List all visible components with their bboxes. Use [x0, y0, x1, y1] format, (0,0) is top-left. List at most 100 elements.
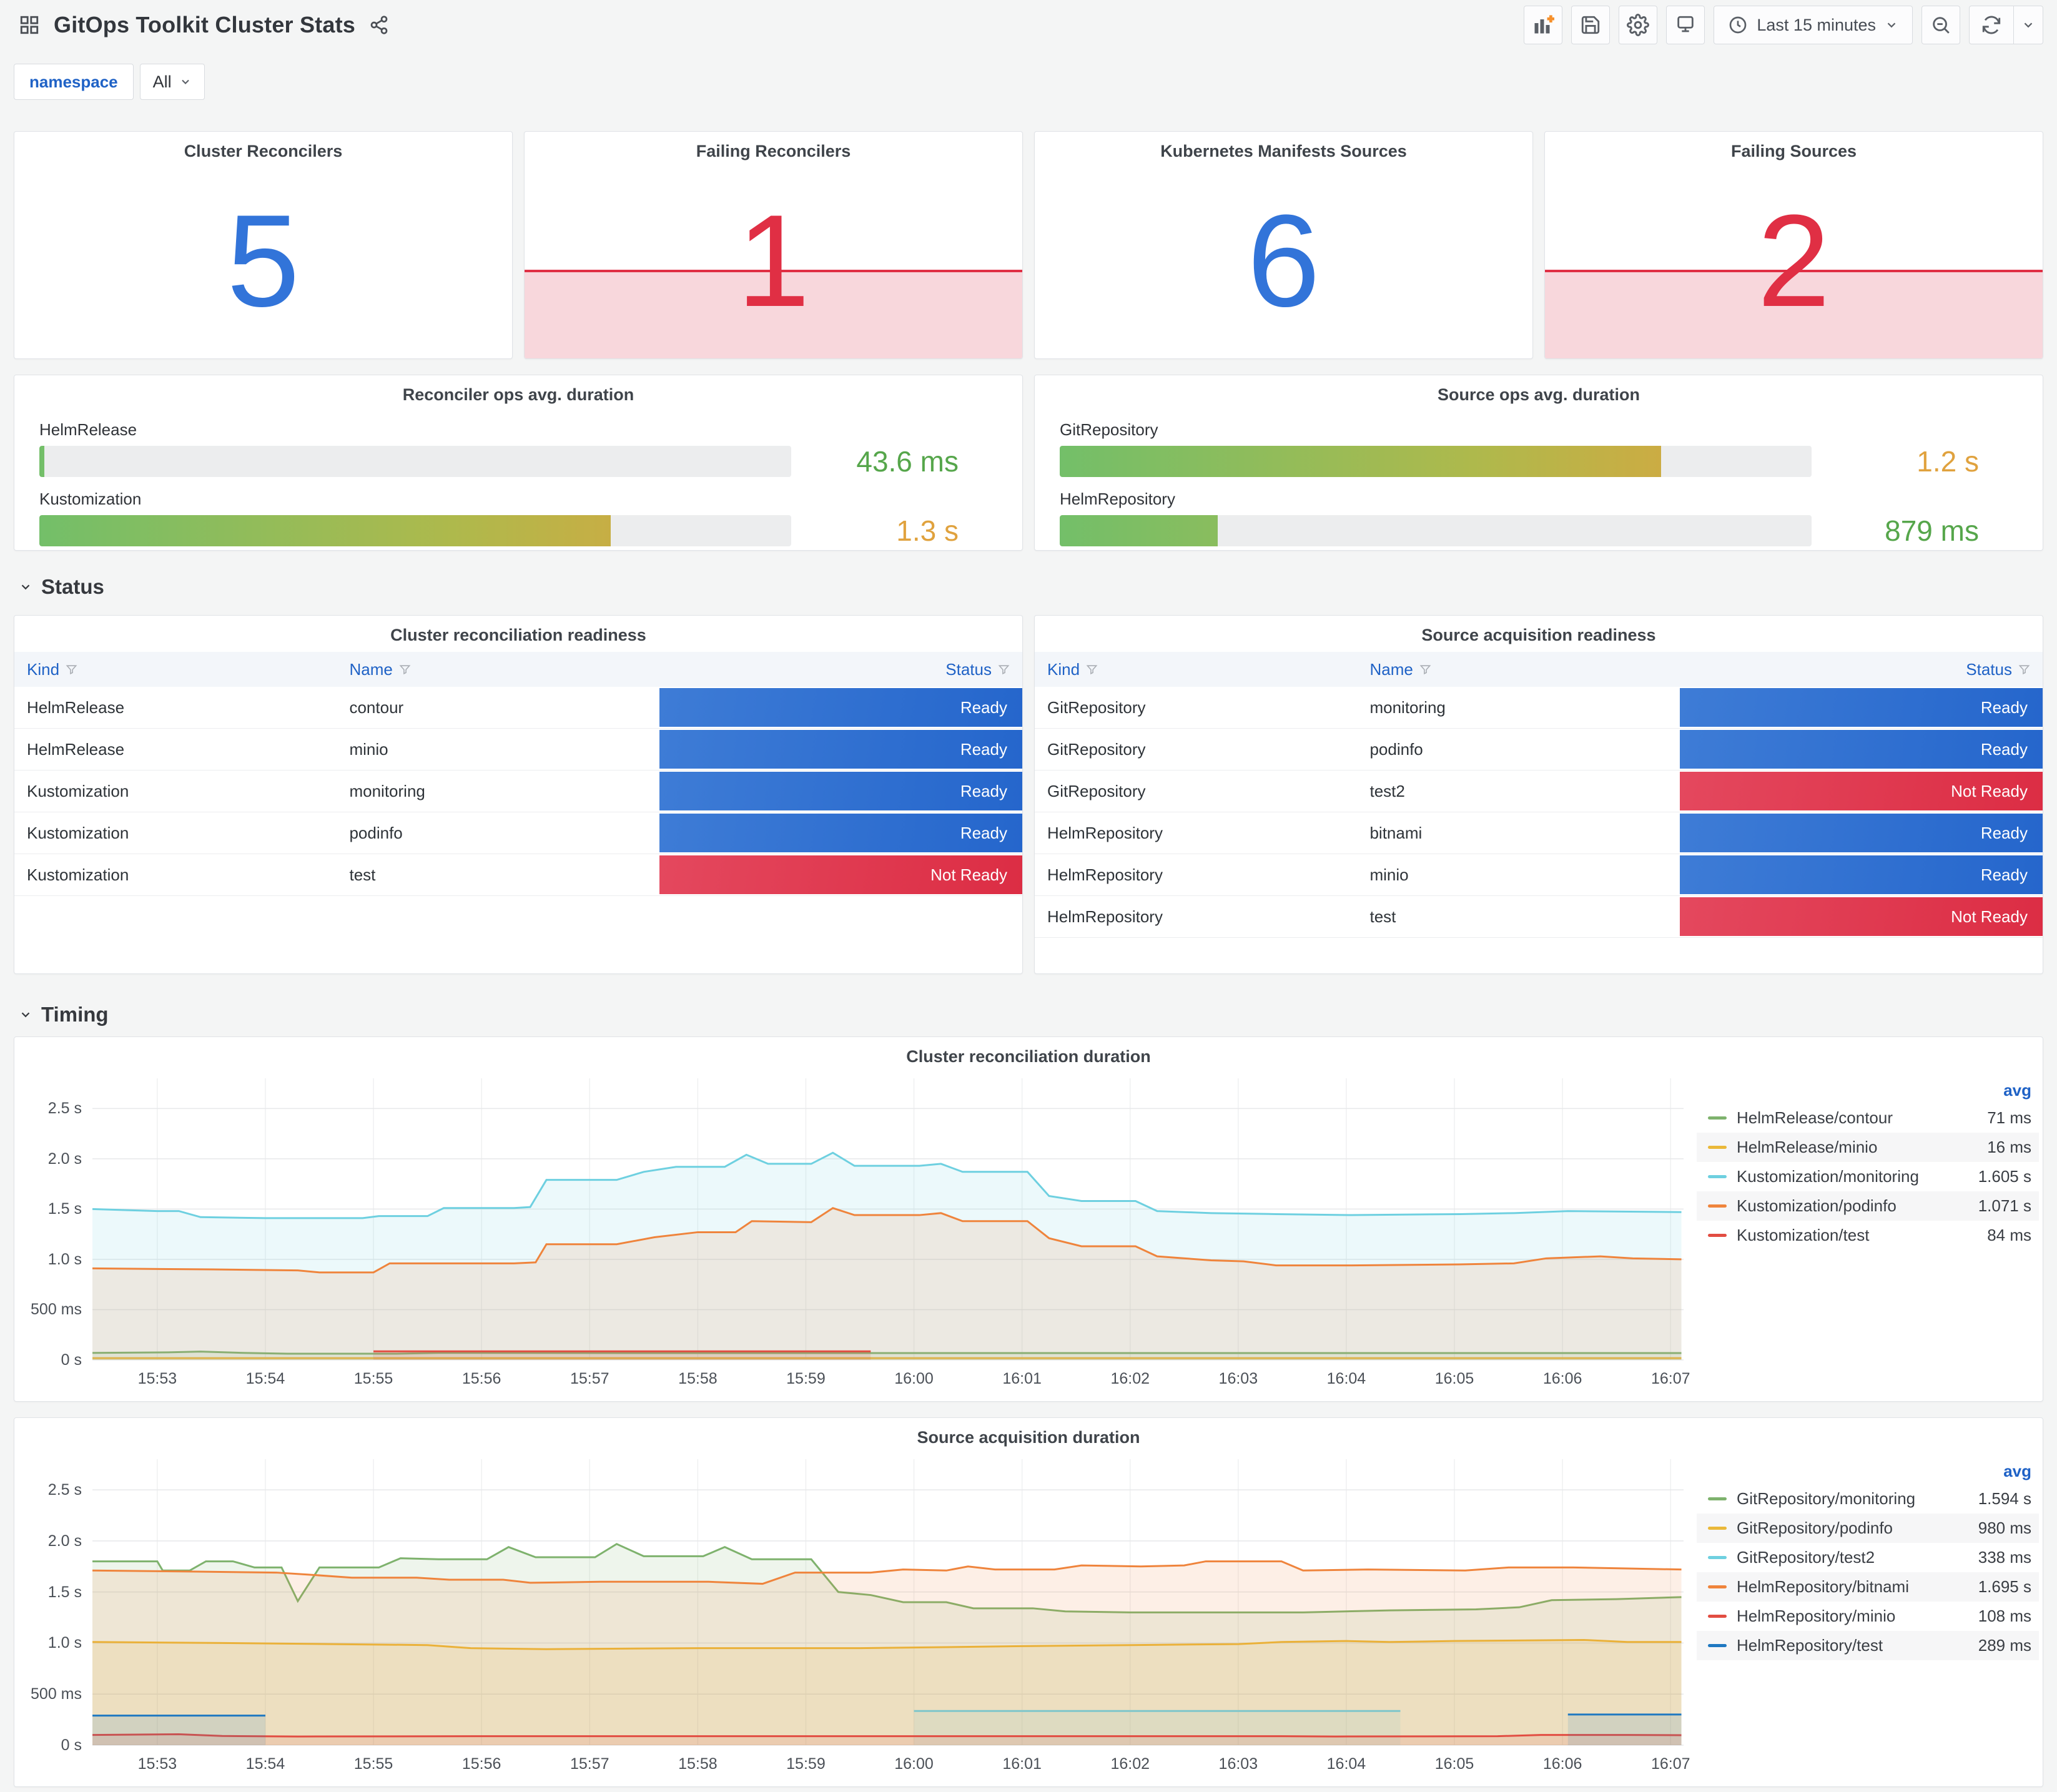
- gauge-fill: [1060, 515, 1218, 546]
- readiness-tables-row: Cluster reconciliation readiness Kind Name…: [14, 615, 2043, 974]
- legend-avg-header[interactable]: avg: [2003, 1081, 2031, 1100]
- legend-item[interactable]: Kustomization/monitoring 1.605 s: [1697, 1162, 2039, 1191]
- chart-legend: avg HelmRelease/contour 71 ms HelmRelease/…: [1697, 1077, 2039, 1250]
- legend-avg-header[interactable]: avg: [2003, 1462, 2031, 1480]
- cell-name: minio: [1369, 865, 1409, 884]
- column-header-status[interactable]: Status: [659, 660, 1022, 679]
- column-header-name[interactable]: Name: [337, 660, 659, 679]
- legend-series-name: HelmRelease/contour: [1737, 1108, 1893, 1127]
- legend-item[interactable]: HelmRelease/minio 16 ms: [1697, 1133, 2039, 1162]
- table-row[interactable]: HelmRepository bitnami Ready: [1035, 812, 2043, 854]
- table-panel-source-acquisition-readiness: Source acquisition readiness Kind Name Stat…: [1034, 615, 2043, 974]
- legend-item[interactable]: GitRepository/podinfo 980 ms: [1697, 1514, 2039, 1543]
- x-tick-label: 15:57: [570, 1370, 609, 1387]
- stat-value: 2: [1757, 187, 1830, 334]
- table-row[interactable]: HelmRelease minio Ready: [14, 729, 1022, 770]
- y-axis-labels: 0 s 500 ms 1.0 s 1.5 s 2.0 s 2.5 s: [14, 1459, 82, 1754]
- gauge-track: [1060, 446, 1812, 477]
- cell-name: test: [1369, 907, 1396, 926]
- chevron-down-icon: [21, 1012, 30, 1018]
- filter-icon: [66, 664, 77, 674]
- gauge-value: 1.3 s: [896, 514, 959, 547]
- dashboard-grid-icon[interactable]: [19, 14, 40, 36]
- save-dashboard-button[interactable]: [1571, 6, 1611, 44]
- column-header-name[interactable]: Name: [1357, 660, 1679, 679]
- table-row[interactable]: Kustomization test Not Ready: [14, 854, 1022, 896]
- x-tick-label: 15:53: [137, 1755, 177, 1773]
- x-tick-label: 15:57: [570, 1755, 609, 1773]
- table-header: Kind Name Status: [14, 652, 1022, 687]
- dashboard-settings-button[interactable]: [1619, 6, 1658, 44]
- stat-sparkline: [525, 270, 1022, 358]
- variable-namespace-value: All: [152, 72, 172, 91]
- share-icon[interactable]: [369, 15, 389, 35]
- legend-series-swatch: [1708, 1116, 1727, 1120]
- legend-series-name: GitRepository/podinfo: [1737, 1519, 1893, 1537]
- x-axis-labels: 15:53 15:54 15:55 15:56 15:57 15:58 15:59 16:00…: [92, 1755, 1690, 1778]
- legend-item[interactable]: Kustomization/podinfo 1.071 s: [1697, 1191, 2039, 1221]
- cell-kind: HelmRelease: [27, 697, 125, 717]
- table-row[interactable]: GitRepository monitoring Ready: [1035, 687, 2043, 729]
- gauge-fill: [1060, 446, 1662, 477]
- stat-title: Kubernetes Manifests Sources: [1160, 142, 1407, 160]
- legend-item[interactable]: GitRepository/monitoring 1.594 s: [1697, 1484, 2039, 1514]
- table-row[interactable]: GitRepository test2 Not Ready: [1035, 770, 2043, 812]
- cell-status: Ready: [1679, 687, 2043, 728]
- section-timing-label: Timing: [41, 1003, 109, 1026]
- legend-item[interactable]: HelmRelease/contour 71 ms: [1697, 1103, 2039, 1133]
- table-row[interactable]: Kustomization podinfo Ready: [14, 812, 1022, 854]
- stat-panels-row: Cluster Reconcilers 5 Failing Reconcilers 1…: [14, 131, 2043, 359]
- cycle-view-mode-button[interactable]: [1666, 6, 1705, 44]
- column-header-kind[interactable]: Kind: [14, 660, 337, 679]
- x-tick-label: 16:01: [1002, 1370, 1042, 1387]
- gauge-panels-row: Reconciler ops avg. duration HelmRelease 4…: [14, 375, 2043, 551]
- legend-item[interactable]: HelmRepository/test 289 ms: [1697, 1631, 2039, 1660]
- plot-area[interactable]: [92, 1459, 1684, 1746]
- table-row[interactable]: Kustomization monitoring Ready: [14, 770, 1022, 812]
- section-timing[interactable]: Timing: [14, 999, 2043, 1030]
- section-status[interactable]: Status: [14, 571, 2043, 603]
- column-header-status[interactable]: Status: [1680, 660, 2043, 679]
- cell-name: bitnami: [1369, 823, 1423, 842]
- y-tick-label: 500 ms: [31, 1301, 82, 1319]
- legend-series-swatch: [1708, 1644, 1727, 1647]
- time-range-picker[interactable]: Last 15 minutes: [1714, 6, 1913, 44]
- stat-value: 1: [737, 187, 810, 334]
- refresh-interval-dropdown[interactable]: [2013, 6, 2043, 44]
- table-row[interactable]: HelmRepository minio Ready: [1035, 854, 2043, 896]
- legend-series-avg: 108 ms: [1978, 1607, 2031, 1625]
- gauge-track: [1060, 515, 1812, 546]
- table-title: Cluster reconciliation readiness: [390, 626, 646, 644]
- y-tick-label: 500 ms: [31, 1685, 82, 1703]
- panel-cluster-reconciliation-duration: Cluster reconciliation duration 0 s 500 m…: [14, 1036, 2043, 1402]
- legend-series-swatch: [1708, 1146, 1727, 1149]
- stat-title: Failing Sources: [1730, 142, 1857, 160]
- add-panel-button[interactable]: [1524, 6, 1563, 44]
- variables-bar: namespace All: [14, 61, 2043, 102]
- x-tick-label: 15:54: [245, 1370, 285, 1387]
- plot-area[interactable]: [92, 1078, 1684, 1361]
- refresh-button[interactable]: [1970, 14, 2013, 36]
- table-row[interactable]: GitRepository podinfo Ready: [1035, 729, 2043, 770]
- legend-item[interactable]: HelmRepository/minio 108 ms: [1697, 1602, 2039, 1631]
- toolbar: Last 15 minutes: [1524, 6, 2043, 44]
- zoom-out-button[interactable]: [1921, 6, 1960, 44]
- table-row[interactable]: HelmRelease contour Ready: [14, 687, 1022, 729]
- legend-item[interactable]: HelmRepository/bitnami 1.695 s: [1697, 1572, 2039, 1602]
- x-tick-label: 16:05: [1434, 1370, 1474, 1387]
- legend-item[interactable]: GitRepository/test2 338 ms: [1697, 1543, 2039, 1572]
- cell-kind: Kustomization: [27, 781, 129, 800]
- page-title: GitOps Toolkit Cluster Stats: [54, 12, 355, 37]
- variable-namespace-select[interactable]: All: [139, 64, 205, 100]
- column-header-kind[interactable]: Kind: [1035, 660, 1357, 679]
- gauge-panel-reconciler-ops-avg-duration: Reconciler ops avg. duration HelmRelease 4…: [14, 375, 1023, 551]
- x-tick-label: 16:04: [1326, 1755, 1366, 1773]
- x-tick-label: 16:00: [894, 1755, 934, 1773]
- cell-status: Ready: [659, 812, 1022, 854]
- table-row[interactable]: HelmRepository test Not Ready: [1035, 896, 2043, 938]
- legend-item[interactable]: Kustomization/test 84 ms: [1697, 1221, 2039, 1250]
- cell-status: Ready: [659, 687, 1022, 728]
- cell-status: Ready: [1679, 729, 2043, 770]
- legend-series-avg: 338 ms: [1978, 1548, 2031, 1567]
